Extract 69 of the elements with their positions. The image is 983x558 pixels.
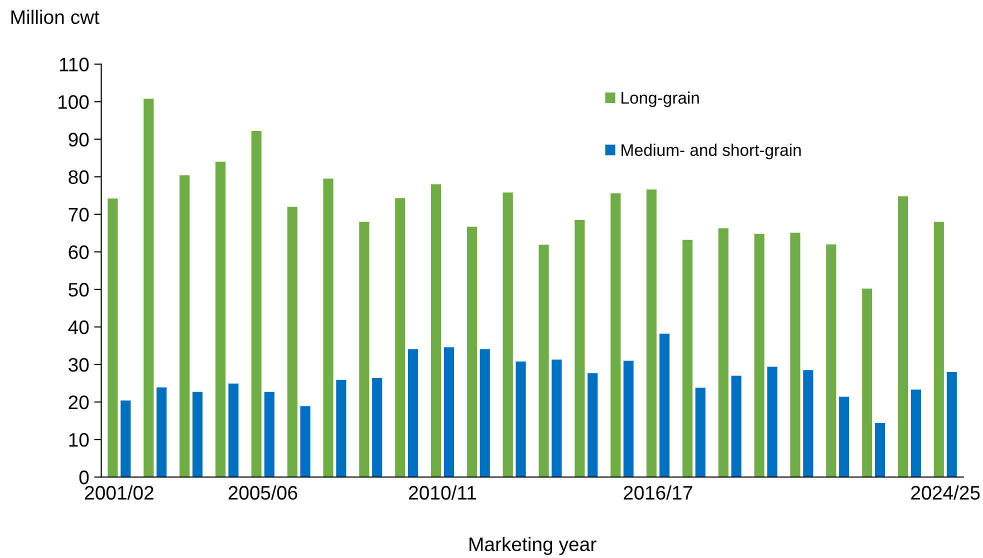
legend-label: Long-grain [622, 92, 699, 108]
bar [731, 376, 742, 478]
bar [287, 206, 298, 478]
bar [264, 392, 274, 478]
bar [552, 360, 562, 478]
bar [215, 162, 226, 478]
bar [516, 361, 526, 478]
bar [803, 370, 814, 478]
bar [839, 396, 850, 478]
bar [646, 190, 657, 478]
y-tick-label: 100 [58, 95, 89, 109]
bar [372, 378, 382, 478]
bar [574, 220, 585, 478]
bar [659, 334, 670, 478]
x-tick-label: 2010/11 [409, 485, 476, 500]
x-tick-label: 2016/17 [624, 485, 692, 500]
y-tick-label: 40 [68, 320, 89, 334]
bar [300, 406, 310, 478]
bar [934, 222, 944, 478]
y-tick-label: 20 [68, 395, 89, 410]
legend-label: Medium- and short-grain [622, 144, 801, 160]
bar [874, 423, 886, 478]
bar [156, 387, 167, 478]
bar [359, 222, 370, 478]
bar [946, 372, 957, 478]
bar [826, 244, 836, 478]
bar [395, 198, 406, 478]
bar [682, 240, 692, 478]
bar [767, 366, 778, 478]
y-tick-label: 60 [68, 245, 89, 260]
bar [538, 244, 549, 478]
bar [718, 228, 728, 478]
bar [192, 392, 203, 478]
y-axis-title: Million cwt [11, 10, 100, 24]
bar [862, 288, 872, 478]
bar [444, 347, 454, 478]
y-tick-label: 80 [68, 170, 89, 184]
bar [502, 192, 513, 478]
bar [588, 373, 598, 478]
bar [251, 130, 262, 478]
bar [120, 400, 131, 478]
x-tick-label: 2024/25 [911, 485, 980, 500]
bar [180, 175, 190, 478]
y-tick-label: 70 [68, 208, 89, 222]
bar [754, 234, 764, 478]
bar [144, 98, 154, 478]
x-axis-title: Marketing year [470, 536, 596, 556]
bar [431, 184, 442, 478]
bar [910, 390, 921, 478]
y-tick-label: 30 [68, 358, 89, 372]
bar [695, 388, 706, 478]
bar [610, 193, 621, 478]
bar [336, 380, 346, 478]
y-tick-label: 10 [69, 433, 89, 447]
bar [228, 384, 238, 478]
bar [898, 196, 908, 478]
x-tick-label: 2001/02 [85, 485, 154, 500]
y-tick-label: 90 [68, 132, 89, 146]
bar [408, 349, 418, 478]
bar [466, 226, 477, 478]
bar [108, 198, 118, 478]
bar [480, 349, 490, 478]
y-tick-label: 0 [79, 470, 89, 484]
y-tick-label: 50 [68, 282, 89, 297]
bar [624, 360, 634, 478]
bar [790, 232, 800, 478]
bar [323, 178, 334, 478]
y-tick-label: 110 [60, 58, 89, 72]
x-tick-label: 2005/06 [228, 485, 298, 500]
